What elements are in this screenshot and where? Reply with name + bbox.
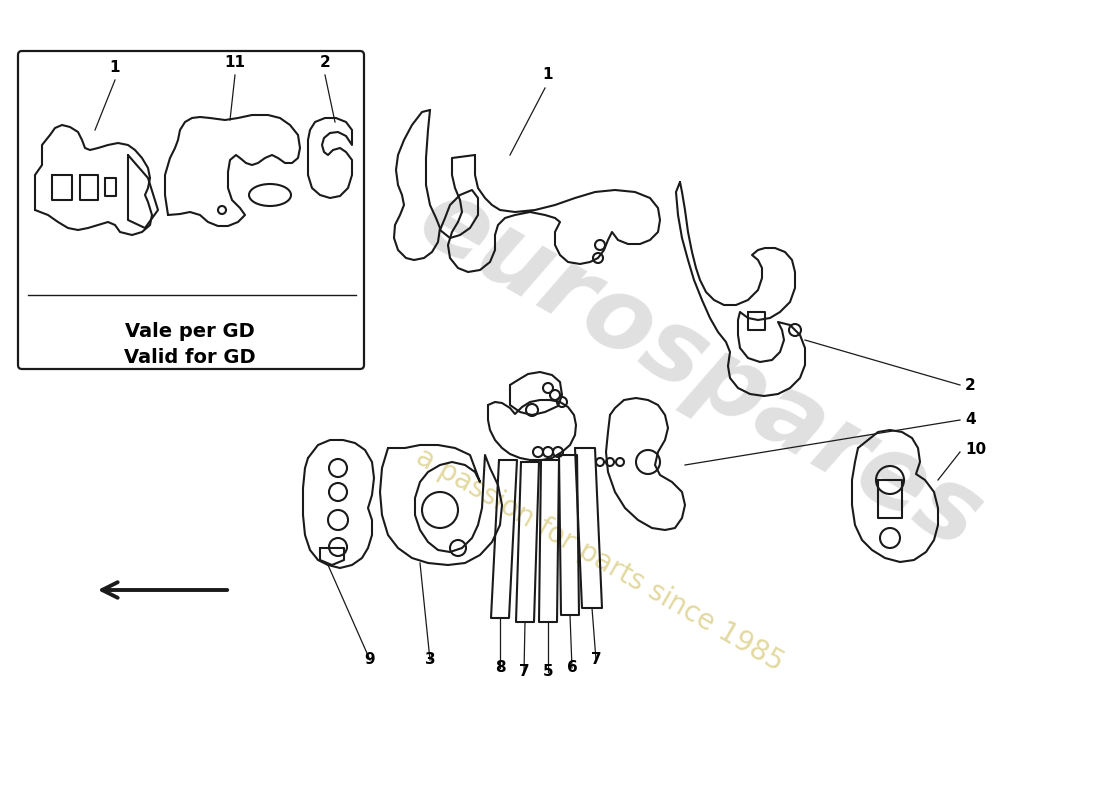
Text: 11: 11	[224, 55, 245, 70]
Text: 5: 5	[542, 664, 553, 679]
Text: 1: 1	[542, 67, 553, 82]
Text: 8: 8	[495, 660, 505, 675]
Text: 2: 2	[320, 55, 330, 70]
Text: 7: 7	[591, 652, 602, 667]
Text: 3: 3	[425, 652, 436, 667]
Text: 10: 10	[965, 442, 986, 458]
Text: 6: 6	[566, 660, 578, 675]
Text: 4: 4	[965, 413, 976, 427]
Text: 9: 9	[365, 652, 375, 667]
FancyBboxPatch shape	[18, 51, 364, 369]
Text: eurospares: eurospares	[402, 170, 998, 570]
Text: 2: 2	[965, 378, 976, 393]
Text: a passion for parts since 1985: a passion for parts since 1985	[411, 443, 789, 677]
Text: Valid for GD: Valid for GD	[124, 348, 256, 367]
Text: 7: 7	[519, 664, 529, 679]
Text: Vale per GD: Vale per GD	[125, 322, 255, 341]
Text: 1: 1	[110, 60, 120, 75]
